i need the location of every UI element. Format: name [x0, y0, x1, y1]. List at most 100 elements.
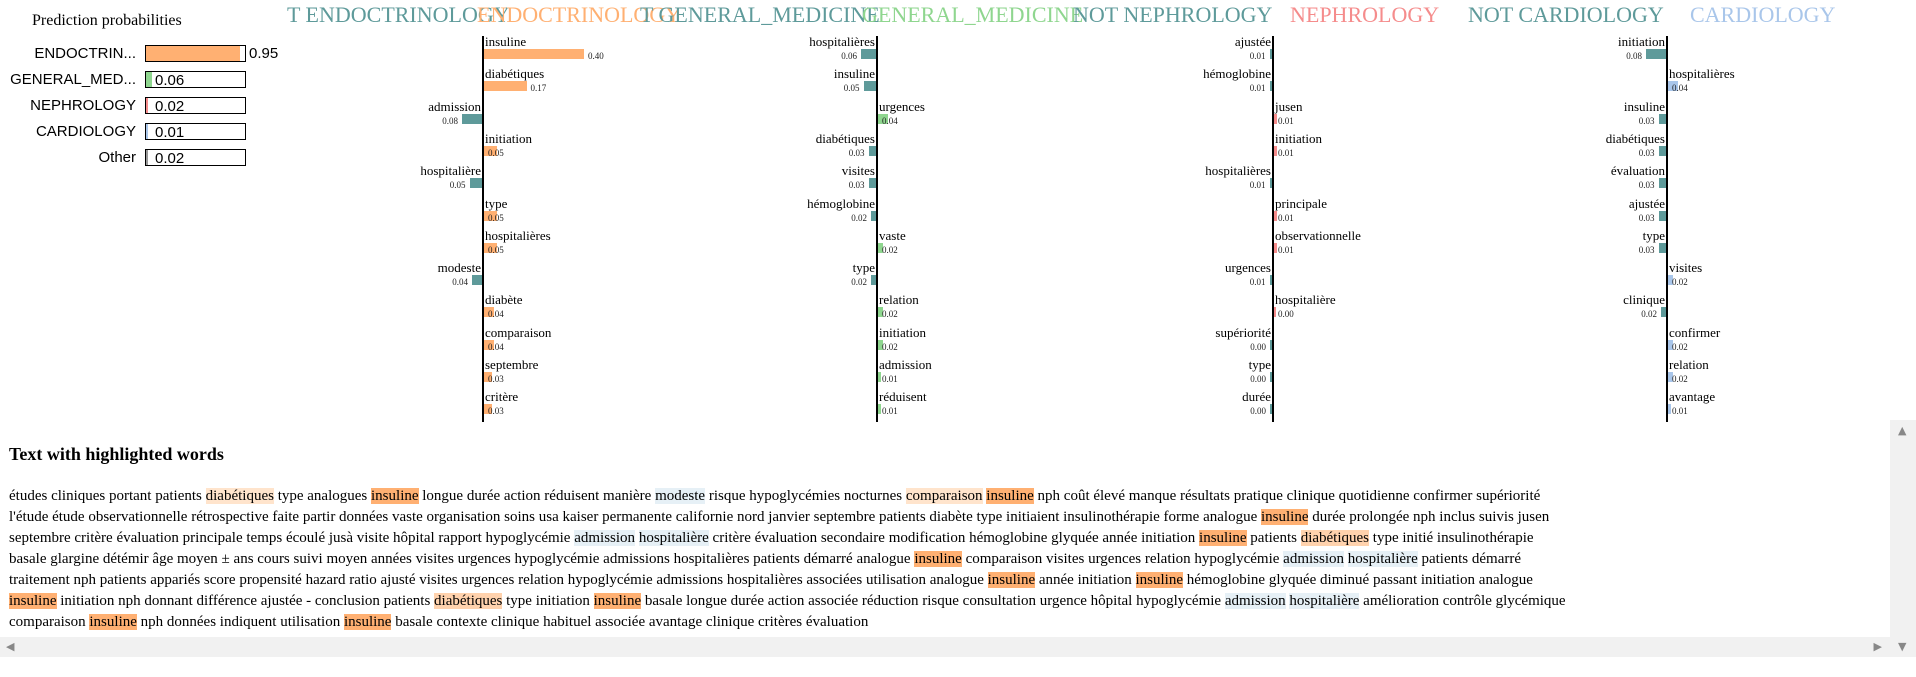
feature-weight-bar — [484, 339, 494, 350]
feature-weight-bar — [863, 81, 876, 92]
feature-weight-value: 0.06 — [841, 51, 857, 61]
feature-name: ajustée — [1628, 195, 1665, 211]
vertical-scrollbar[interactable]: ▲ ▼ — [1890, 420, 1916, 657]
feature-name: admission — [879, 357, 932, 372]
feature-name: hospitalières — [1669, 66, 1735, 82]
feature-weight-bar — [871, 210, 876, 221]
feature-name: insuline — [485, 34, 527, 49]
feature-weight-bar — [462, 113, 482, 124]
feature-name: diabétiques — [1605, 130, 1665, 146]
probability-row: ENDOCTRIN... 0.95 — [0, 44, 300, 64]
feature-weight-bar — [469, 178, 482, 189]
scroll-left-arrow-icon[interactable]: ◀ — [6, 640, 15, 653]
feature-name: initiation — [1275, 130, 1322, 146]
feature-weight-bar — [1274, 113, 1277, 124]
probability-label: NEPHROLOGY — [30, 97, 136, 114]
feature-name: confirmer — [1669, 324, 1721, 340]
feature-name: clinique — [1623, 292, 1665, 308]
feature-weight-value: 0.01 — [1278, 115, 1294, 126]
feature-weight-bar — [1646, 49, 1666, 59]
feature-weight-value: 0.08 — [442, 115, 458, 126]
text-line: basale glargine détémir âge moyen ± ans … — [9, 551, 1522, 567]
feature-weight-value: 0.02 — [882, 341, 898, 352]
feature-weight-value: 0.17 — [530, 83, 547, 94]
probability-label: GENERAL_MED... — [10, 71, 136, 88]
probability-row: CARDIOLOGY 0.01 — [0, 122, 300, 142]
feature-weight-bar — [484, 145, 497, 156]
panel-axis — [1666, 36, 1668, 422]
probability-bar-fill — [146, 72, 152, 87]
feature-weight-bar — [868, 145, 876, 156]
legend-label: CARDIOLOGY — [1690, 2, 1836, 27]
feature-weight-value: 0.02 — [1641, 309, 1657, 320]
highlighted-word: admission — [1224, 593, 1286, 609]
feature-weight-bar — [878, 307, 883, 318]
feature-weight-bar — [861, 49, 876, 59]
feature-weight-value: 0.05 — [449, 180, 466, 191]
feature-name: diabétiques — [815, 130, 875, 146]
text-line: comparaison insuline nph données indique… — [9, 614, 869, 630]
feature-weight-bar — [1658, 145, 1666, 156]
highlighted-word: insuline — [593, 593, 642, 609]
probability-bar: 0.06 — [145, 71, 246, 89]
highlighted-word: hospitalière — [1289, 593, 1360, 609]
text-line: septembre critère évaluation principale … — [9, 530, 1534, 546]
feature-weight-value: 0.03 — [1638, 147, 1655, 158]
highlighted-word: admission — [574, 530, 636, 546]
feature-weight-value: 0.05 — [488, 212, 504, 223]
probability-row: NEPHROLOGY 0.02 — [0, 96, 300, 116]
feature-weight-bar — [1658, 210, 1666, 221]
highlighted-word: insuline — [371, 488, 419, 504]
highlighted-text-section[interactable]: Text with highlighted words études clini… — [0, 420, 1890, 657]
feature-name: hospitalières — [809, 34, 875, 49]
text-line: traitement nph patients appariés score p… — [9, 572, 1533, 588]
horizontal-scrollbar[interactable]: ◀ ▶ — [0, 637, 1890, 657]
feature-weight-bar — [878, 339, 883, 350]
feature-name: insuline — [833, 66, 875, 82]
scroll-up-arrow-icon[interactable]: ▲ — [1898, 424, 1907, 437]
feature-weight-value: 0.03 — [848, 180, 865, 191]
highlighted-word: modeste — [655, 488, 706, 504]
feature-weight-bar — [484, 210, 497, 221]
prediction-probabilities-title: Prediction probabilities — [32, 12, 182, 29]
feature-weight-bar — [1658, 178, 1666, 189]
feature-name: type — [1248, 357, 1271, 372]
scroll-right-arrow-icon[interactable]: ▶ — [1873, 640, 1882, 653]
feature-weight-bar — [1270, 372, 1272, 382]
text-line: insuline initiation nph donnant différen… — [9, 593, 1566, 609]
scroll-down-arrow-icon[interactable]: ▼ — [1898, 640, 1907, 653]
feature-weight-value: 0.01 — [1278, 212, 1294, 223]
feature-weight-bar — [1658, 113, 1666, 124]
feature-weight-value: 0.03 — [1638, 180, 1655, 191]
feature-name: vaste — [879, 227, 906, 243]
feature-name: hémoglobine — [1203, 66, 1271, 82]
highlighted-word: insuline — [343, 614, 392, 630]
feature-name: hospitalière — [1275, 292, 1336, 308]
feature-weight-bar — [1274, 210, 1277, 221]
highlighted-word: insuline — [1199, 530, 1247, 546]
feature-weight-bar — [878, 372, 881, 382]
highlighted-word: insuline — [1135, 572, 1183, 588]
feature-weight-value: 0.08 — [1626, 51, 1642, 61]
feature-weight-value: 0.05 — [843, 83, 860, 94]
highlighted-word: insuline — [89, 614, 137, 630]
highlighted-word: diabétiques — [1300, 530, 1370, 546]
probability-value: 0.01 — [155, 124, 185, 141]
feature-name: hospitalières — [485, 227, 551, 243]
legend-label: ENDOCTRINOLOGY — [477, 2, 682, 27]
feature-name: évaluation — [1610, 163, 1665, 179]
highlighted-word: comparaison — [905, 488, 983, 504]
probability-row: Other 0.02 — [0, 148, 300, 168]
feature-name: relation — [1669, 357, 1709, 372]
feature-name: comparaison — [485, 324, 552, 340]
legend-label: GENERAL_MEDICINE — [862, 2, 1084, 27]
feature-weight-bar — [871, 275, 876, 286]
feature-weight-bar — [1668, 275, 1673, 286]
legend-label: NOT NEPHROLOGY — [1073, 2, 1273, 27]
feature-name: visites — [1669, 260, 1703, 276]
highlighted-text-body: études cliniques portant patients diabét… — [9, 486, 1889, 633]
highlighted-word: diabétiques — [434, 593, 503, 609]
feature-weight-value: 0.01 — [1672, 406, 1688, 417]
highlighted-word: insuline — [9, 593, 57, 609]
feature-name: jusen — [1275, 98, 1303, 114]
